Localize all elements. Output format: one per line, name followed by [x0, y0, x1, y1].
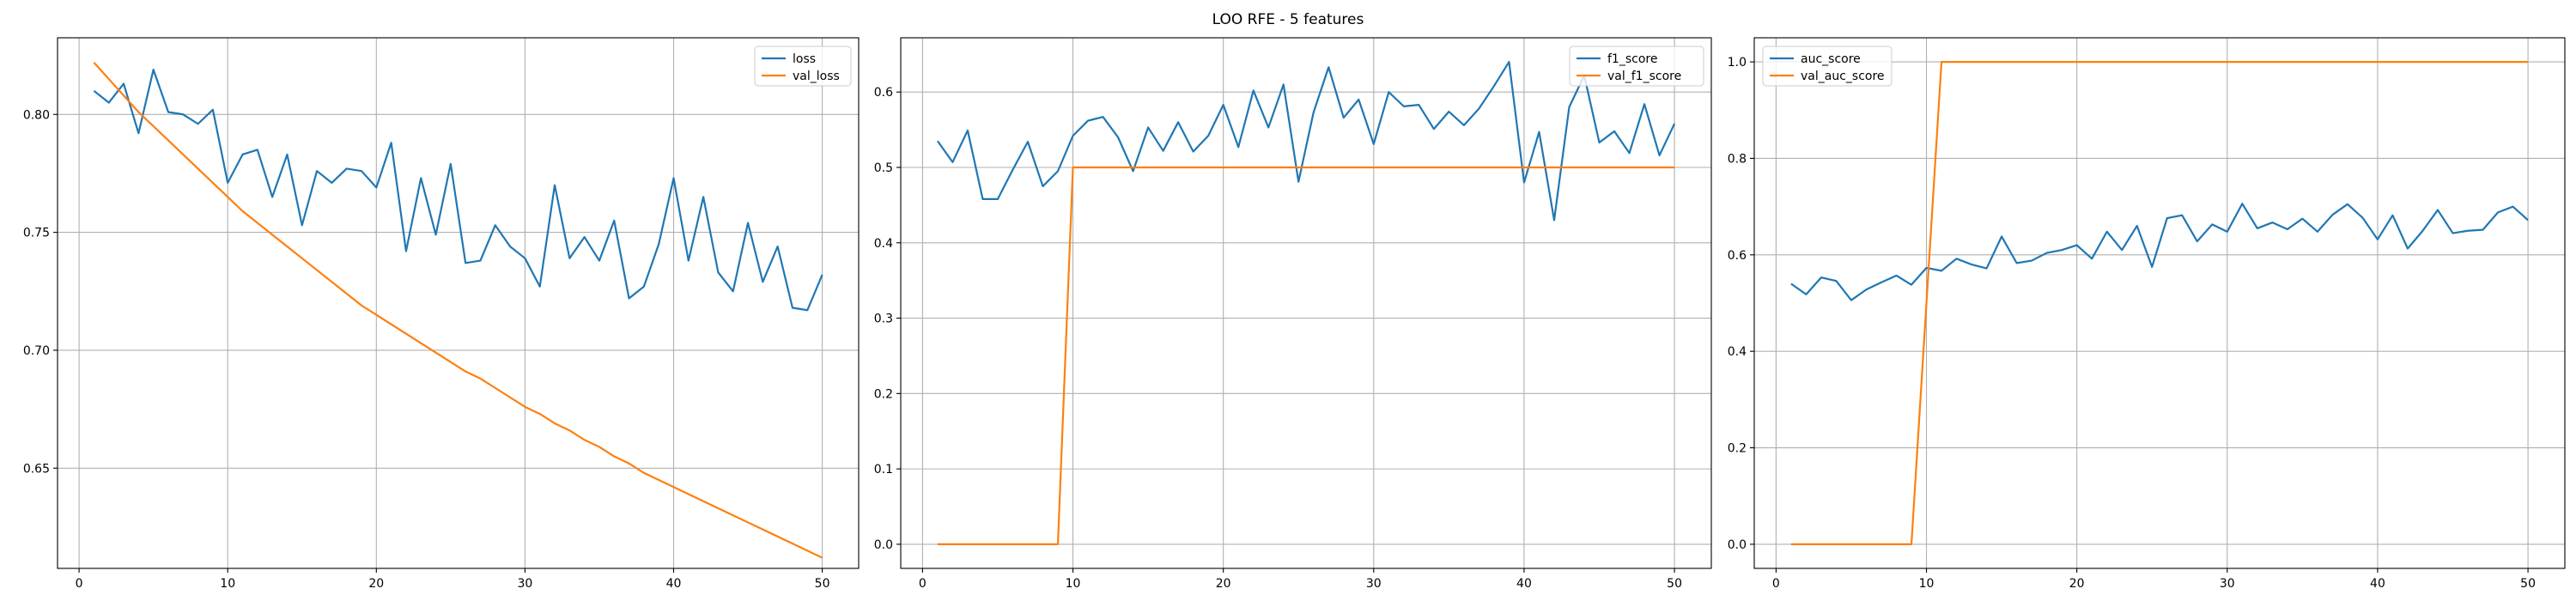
x-tick-label: 0 — [919, 577, 927, 591]
x-tick-label: 20 — [1216, 577, 1231, 591]
gridlines — [58, 38, 859, 568]
legend: auc_score val_auc_score — [1762, 46, 1893, 87]
legend: f1_score val_f1_score — [1569, 46, 1704, 87]
y-tick-label: 0.1 — [874, 463, 893, 477]
legend-label: f1_score — [1607, 52, 1657, 66]
series-line-val-auc-score — [1790, 60, 2529, 546]
x-tick-label: 30 — [517, 577, 532, 591]
y-tick-label: 0.4 — [874, 237, 893, 251]
x-tick-label: 50 — [1667, 577, 1682, 591]
legend-label: loss — [793, 52, 816, 66]
y-tick-label: 0.8 — [1728, 152, 1747, 166]
series-line-val-loss — [93, 62, 823, 559]
x-tick-label: 10 — [1919, 577, 1935, 591]
x-tick-label: 0 — [76, 577, 83, 591]
x-tick-label: 40 — [1516, 577, 1532, 591]
y-tick-label: 0.80 — [23, 108, 50, 122]
x-tick-label: 10 — [1066, 577, 1081, 591]
legend-box — [1762, 46, 1893, 87]
y-tick-label: 0.70 — [23, 344, 50, 358]
subplot-1: 0 10 20 30 40 50 0.65 0.70 0.75 0.80 loss val_loss — [23, 37, 860, 591]
x-tick-label: 30 — [1366, 577, 1382, 591]
y-tick-label: 0.5 — [874, 161, 893, 175]
y-tick-label: 0.2 — [874, 387, 893, 401]
y-tick-label: 1.0 — [1728, 56, 1747, 70]
x-tick-label: 50 — [2520, 577, 2536, 591]
x-tick-label: 30 — [2220, 577, 2235, 591]
axes-frame — [900, 37, 1712, 569]
x-tick-label: 40 — [666, 577, 682, 591]
legend: loss val_loss — [754, 46, 852, 87]
axes-frame — [57, 37, 860, 569]
y-tick-label: 0.75 — [23, 227, 50, 240]
gridlines — [1754, 38, 2565, 568]
y-tick-label: 0.65 — [23, 462, 50, 476]
subplot-3: 0 10 20 30 40 50 0.0 0.2 0.4 0.6 0.8 1.0 auc_scoreva… — [1728, 37, 2566, 591]
subplot-panels: 0 10 20 30 40 500.650.700.750.80lossval_loss0… — [23, 37, 2566, 591]
legend-label: val_auc_score — [1801, 70, 1885, 83]
legend-label: val_loss — [793, 70, 840, 83]
subplot-2: 0 10 20 30 40 50 0.0 0.1 0.2 0.3 0.4 0.5 0.6 f1_score… — [874, 37, 1712, 591]
series-line-auc-score — [1790, 203, 2529, 301]
series-line-loss — [93, 68, 823, 312]
x-tick-label: 0 — [1772, 577, 1780, 591]
figure-title: LOO RFE - 5 features — [1212, 11, 1364, 28]
y-tick-label: 0.6 — [874, 86, 893, 100]
gridlines — [901, 38, 1711, 568]
y-tick-label: 0.3 — [874, 313, 893, 326]
y-tick-label: 0.0 — [1728, 538, 1747, 552]
legend-box — [1569, 46, 1704, 87]
x-tick-label: 10 — [220, 577, 235, 591]
legend-label: auc_score — [1801, 52, 1861, 66]
x-tick-label: 20 — [2069, 577, 2085, 591]
series-line-val-f1-score — [937, 166, 1675, 546]
series-line-f1-score — [937, 60, 1676, 222]
x-tick-label: 20 — [368, 577, 384, 591]
y-tick-label: 0.6 — [1728, 249, 1747, 263]
legend-label: val_f1_score — [1607, 70, 1681, 83]
y-tick-label: 0.2 — [1728, 442, 1747, 456]
y-tick-label: 0.0 — [874, 538, 893, 552]
axes-frame — [1753, 37, 2566, 569]
x-tick-label: 40 — [2370, 577, 2385, 591]
y-tick-label: 0.4 — [1728, 345, 1747, 359]
x-tick-label: 50 — [815, 577, 830, 591]
